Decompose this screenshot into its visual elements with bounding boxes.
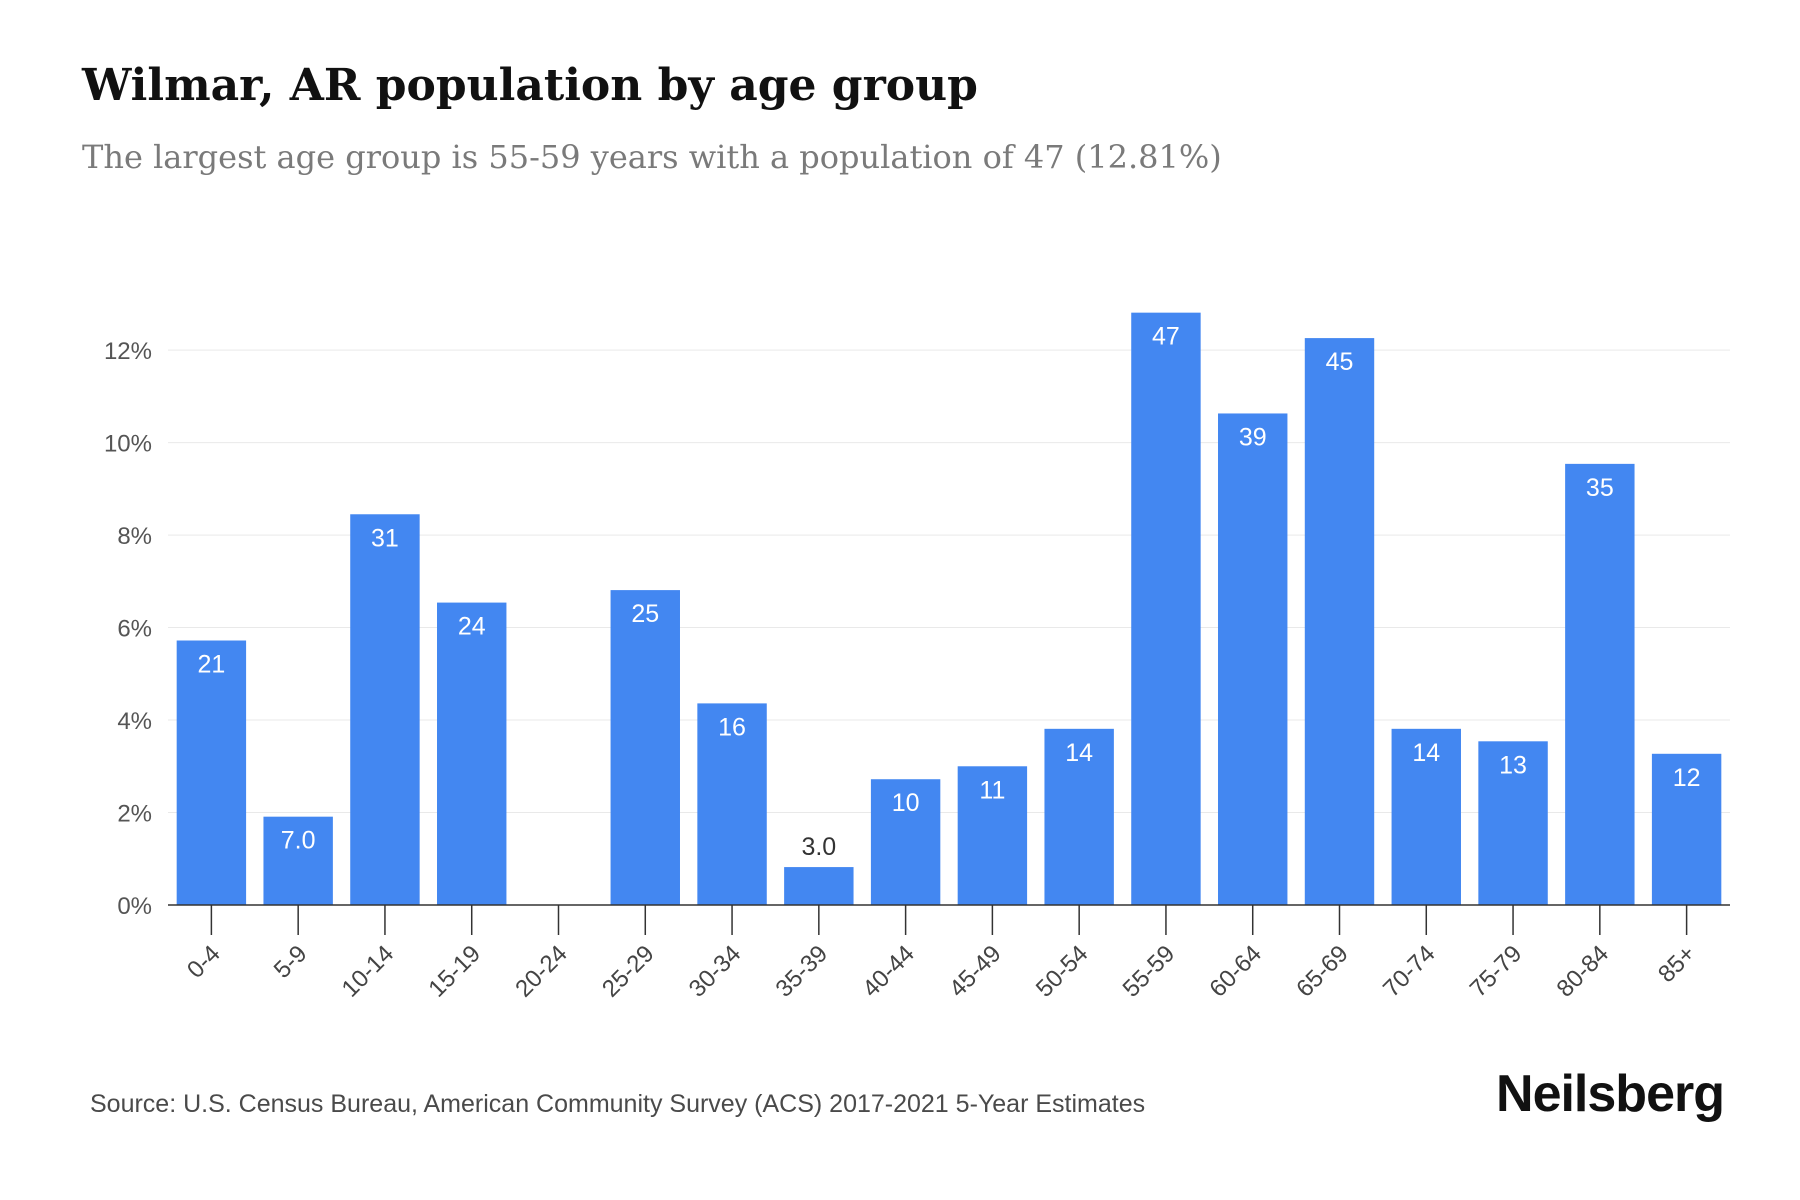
x-tick-label: 40-44 (857, 940, 920, 1003)
bar (957, 766, 1028, 905)
bar (784, 867, 854, 905)
bar (176, 640, 247, 905)
bar-value-label: 39 (1239, 423, 1267, 451)
bar (1218, 413, 1288, 905)
bar-value-label: 16 (718, 713, 746, 741)
bar (350, 514, 420, 905)
x-tick-label: 0-4 (182, 940, 226, 984)
y-tick-label: 0% (117, 893, 152, 920)
bar (1565, 463, 1635, 905)
bar-value-label: 47 (1152, 323, 1180, 351)
x-tick-label: 70-74 (1378, 940, 1441, 1003)
bar-value-label: 31 (371, 524, 399, 552)
bar (437, 602, 507, 905)
x-tick-label: 80-84 (1552, 940, 1615, 1003)
bar (610, 590, 680, 905)
bar (1131, 312, 1201, 905)
y-tick-label: 10% (104, 431, 152, 458)
x-tick-label: 85+ (1653, 940, 1701, 988)
y-tick-label: 2% (117, 801, 152, 828)
x-tick-label: 20-24 (510, 940, 573, 1003)
x-tick-label: 15-19 (423, 940, 486, 1003)
x-tick-label: 55-59 (1118, 940, 1181, 1003)
x-tick-label: 35-39 (771, 940, 834, 1003)
x-tick-label: 45-49 (944, 940, 1007, 1003)
bar (1391, 728, 1461, 905)
x-tick-label: 10-14 (337, 940, 400, 1003)
bar (263, 816, 333, 905)
bar (1044, 728, 1114, 905)
bar (1304, 338, 1375, 906)
bar-value-label: 13 (1499, 751, 1527, 779)
x-tick-label: 65-69 (1291, 940, 1354, 1003)
chart-subtitle: The largest age group is 55-59 years wit… (82, 138, 1222, 176)
bar-value-label: 11 (979, 776, 1005, 804)
x-tick-label: 30-34 (684, 940, 747, 1003)
bar-value-label: 21 (197, 651, 225, 679)
bar-value-label: 25 (631, 600, 659, 628)
brand-logo: Neilsberg (1496, 1065, 1725, 1123)
y-tick-label: 12% (104, 338, 152, 365)
bar (870, 779, 941, 905)
bar-value-label: 3.0 (801, 833, 836, 861)
bar-value-label: 45 (1326, 348, 1354, 376)
x-tick-label: 50-54 (1031, 940, 1094, 1003)
bar-value-label: 14 (1412, 739, 1440, 767)
y-tick-label: 8% (117, 523, 152, 550)
bar-value-label: 10 (892, 789, 920, 817)
bar-value-label: 14 (1065, 739, 1093, 767)
bar (1651, 753, 1722, 905)
x-tick-label: 75-79 (1465, 940, 1528, 1003)
bar-value-label: 35 (1586, 474, 1614, 502)
bar (1478, 741, 1548, 905)
bar-value-label: 7.0 (281, 827, 316, 855)
x-tick-label: 5-9 (269, 940, 313, 984)
chart-title: Wilmar, AR population by age group (82, 60, 978, 111)
x-tick-label: 25-29 (597, 940, 660, 1003)
source-note: Source: U.S. Census Bureau, American Com… (90, 1090, 1146, 1118)
bar-value-label: 24 (458, 613, 486, 641)
x-tick-label: 60-64 (1204, 940, 1267, 1003)
y-tick-label: 6% (117, 616, 152, 643)
bar-value-label: 12 (1673, 764, 1701, 792)
y-tick-label: 4% (117, 708, 152, 735)
bar (697, 703, 767, 905)
